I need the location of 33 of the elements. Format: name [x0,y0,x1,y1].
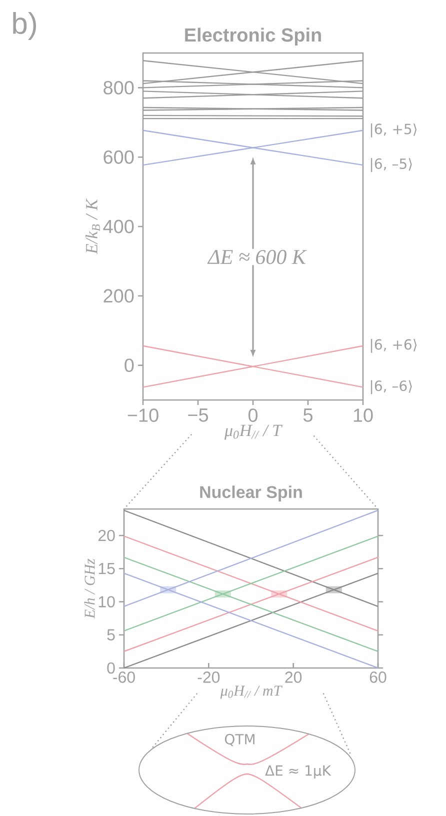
chart-title: Electronic Spin [185,28,321,46]
y-tick-label: 15 [98,563,115,574]
x-tick-label: 20 [285,672,302,683]
y-tick-label: 200 [104,289,134,303]
x-tick-label: −5 [188,408,208,422]
y-tick-label: 400 [103,220,134,234]
series-label: |6, +5⟩ [370,123,417,138]
x-tick-label: −10 [128,408,158,422]
y-tick-label: 10 [98,596,115,608]
y-tick-label: 800 [104,80,134,94]
text: QTM [224,734,254,746]
y-tick-label: 600 [104,150,134,164]
x-tick-label: -60 [113,672,135,683]
series-label: |6, –5⟩ [370,158,412,172]
y-tick-label: 5 [107,629,115,640]
y-tick-label: 0 [124,358,134,372]
series-label: |6, –6⟩ [370,380,412,394]
x-tick-label: 60 [370,672,386,683]
x-axis-title: μ$_{0}$H$_{//}$ / T [224,424,283,440]
x-tick-label: -20 [198,672,220,683]
y-axis-title: E/k$_{B}$ / K [85,198,100,254]
series-label: |6, +6⟩ [370,338,417,353]
x-axis-title: μ$_{0}$H$_{//}$ / mT [220,686,283,699]
text: b) [13,12,36,40]
x-tick-label: 0 [248,408,258,422]
annotation: ΔE ≈ 600 K [207,250,307,264]
x-tick-label: 10 [354,408,373,422]
x-tick-label: 5 [303,408,312,422]
chart-title: Nuclear Spin [200,486,302,502]
text: ΔE ≈ 1μK [265,765,332,779]
y-tick-label: 20 [98,530,115,542]
y-tick-label: 0 [107,662,115,674]
y-axis-title: E/h / GHz [84,558,95,619]
